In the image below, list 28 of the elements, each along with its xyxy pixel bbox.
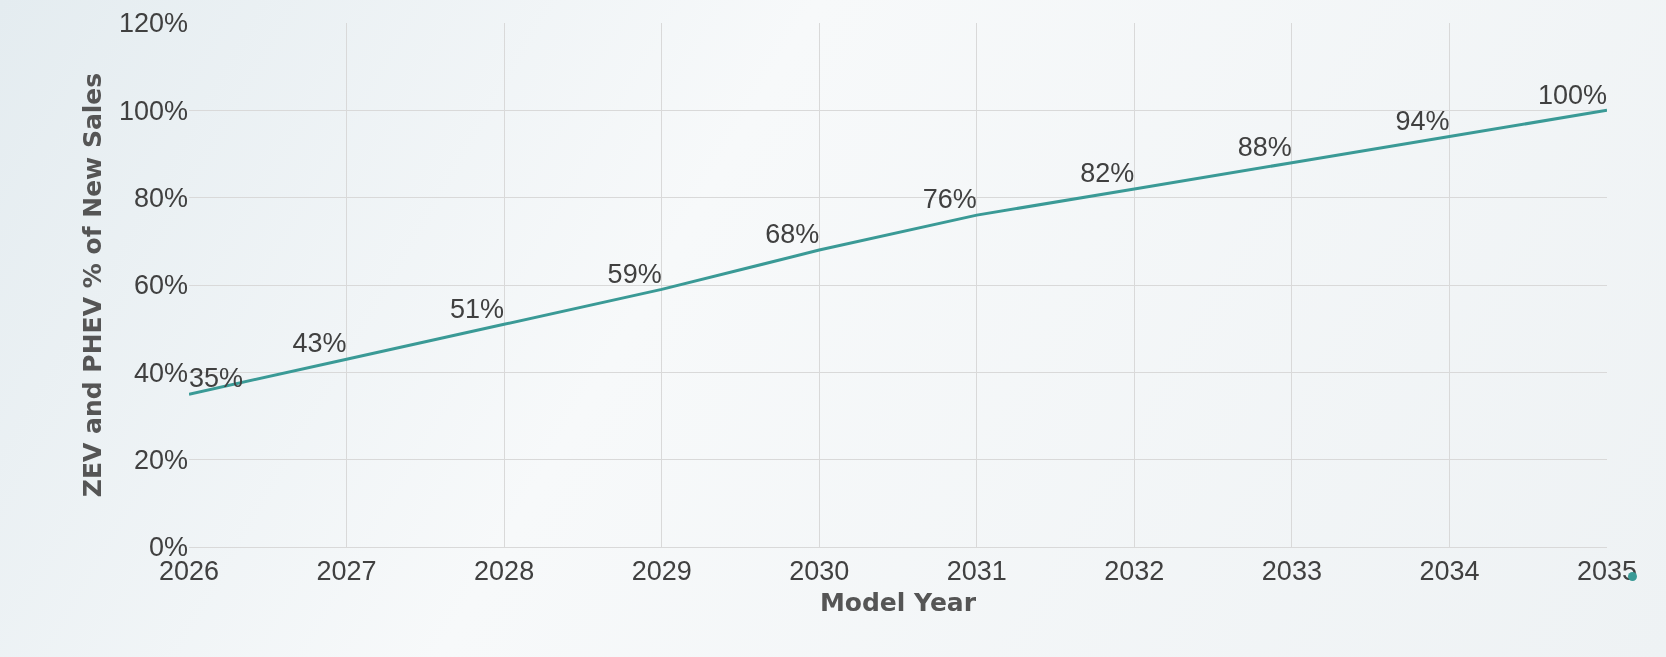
data-label: 88% (1237, 131, 1292, 162)
y-tick-label: 60% (133, 270, 188, 301)
data-label: 51% (450, 293, 505, 324)
x-tick-label: 2028 (474, 556, 535, 587)
x-tick-label: 2033 (1261, 556, 1322, 587)
y-tick-label: 40% (133, 357, 188, 388)
data-label: 68% (765, 219, 820, 250)
data-label: 59% (607, 258, 662, 289)
data-label: 76% (922, 184, 977, 215)
data-label: 43% (292, 328, 347, 359)
x-tick-label: 2030 (789, 556, 850, 587)
data-label: 100% (1537, 79, 1607, 110)
x-tick-label: 2026 (158, 556, 220, 587)
x-tick-label: 2027 (316, 556, 377, 587)
line-series (189, 108, 1607, 396)
data-label: 35% (189, 363, 244, 394)
y-tick-label: 20% (133, 445, 188, 476)
x-tick-label: 2029 (631, 556, 692, 587)
y-axis-title: ZEV and PHEV % of New Sales (77, 72, 107, 498)
x-tick-label: 2031 (946, 556, 1007, 587)
x-axis-title: Model Year (819, 588, 977, 618)
y-tick-label: 120% (118, 8, 188, 39)
y-tick-label: 80% (133, 183, 188, 214)
x-tick-label: 2032 (1104, 556, 1165, 587)
x-tick-label: 2034 (1419, 556, 1480, 587)
data-label: 82% (1080, 158, 1135, 189)
data-label: 94% (1395, 105, 1450, 136)
y-tick-label: 100% (118, 95, 188, 126)
